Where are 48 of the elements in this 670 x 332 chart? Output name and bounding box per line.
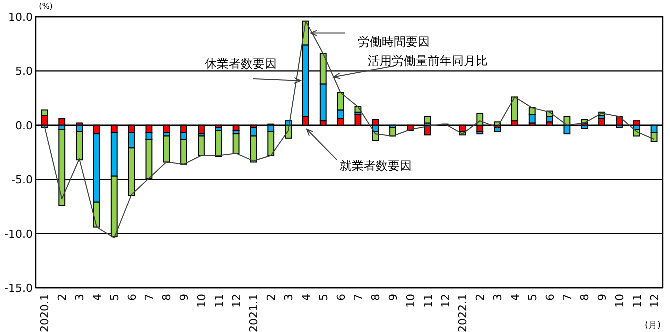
x-tick-label: 6 [334,294,348,301]
x-tick-label: 5 [317,294,330,301]
x-tick-label: 7 [143,294,156,301]
x-tick-label: 4 [300,294,313,301]
text: 労働時間要因 [358,35,430,49]
x-tick-label: 7 [561,294,574,301]
x-tick-label: 8 [578,294,592,301]
y-tick-label: 0.0 [16,119,33,132]
x-tick-label: 11 [630,294,644,308]
x-tick-label: 10 [613,294,626,308]
x-tick-label: 8 [160,294,174,301]
x-tick-label: 4 [508,294,522,301]
y-axis-title: (%) [39,2,53,11]
x-tick-label: 2 [265,294,278,301]
text: 就業者数要因 [340,159,412,173]
x-tick-label: 6 [544,294,557,301]
x-tick-label: 2020.1 [38,294,52,332]
x-tick-label: 11 [212,294,226,308]
x-axis-title: (月) [644,321,661,331]
y-tick-label: 5.0 [16,65,33,78]
x-tick-label: 4 [90,294,104,301]
x-tick-label: 12 [648,294,662,308]
y-tick-label: -5.0 [12,174,33,187]
x-tick-label: 9 [596,294,610,301]
x-tick-label: 12 [230,294,244,308]
x-tick-label: 3 [74,294,87,301]
y-tick-label: 10.0 [8,11,33,24]
x-tick-label: 11 [422,294,435,308]
x-tick-label: 12 [439,294,452,308]
x-tick-label: 5 [526,294,540,301]
x-tick-label: 10 [404,294,418,308]
x-tick-label: 2021.1 [248,294,261,332]
x-tick-label: 3 [492,294,505,301]
y-tick-label: -15.0 [4,282,33,295]
x-tick-label: 2022.1 [456,294,470,332]
x-tick-label: 2 [56,294,70,301]
x-tick-label: 10 [195,294,208,308]
text: 活用労働量前年同月比 [368,54,488,68]
x-tick-label: 7 [352,294,366,301]
x-tick-label: 9 [178,294,192,301]
x-tick-label: 2 [474,294,488,301]
y-tick-label: -10.0 [4,228,33,241]
x-tick-label: 8 [370,294,383,301]
x-tick-label: 6 [126,294,139,301]
x-tick-label: 9 [387,294,400,301]
x-tick-label: 5 [108,294,122,301]
text: 休業者数要因 [205,57,277,71]
x-tick-label: 3 [282,294,296,301]
